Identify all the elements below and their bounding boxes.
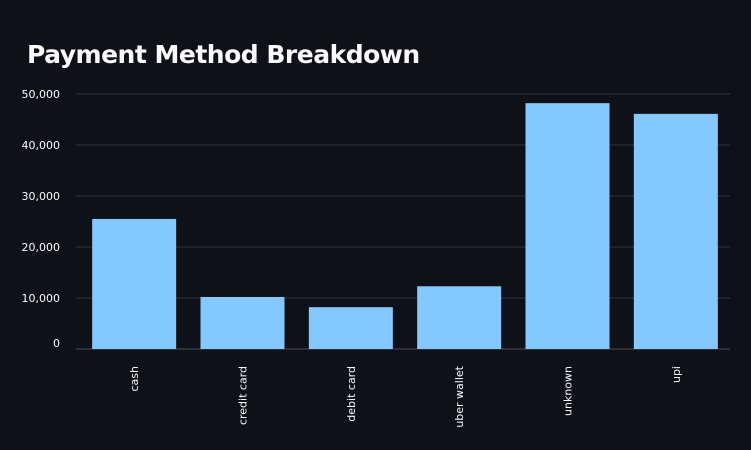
bar-uber-wallet[interactable]: [417, 286, 502, 349]
x-tick-label: unknown: [562, 366, 575, 416]
chart-title: Payment Method Breakdown: [27, 40, 420, 69]
y-tick-label: 0: [53, 337, 60, 350]
bar-upi[interactable]: [633, 113, 718, 349]
bar-debit-card[interactable]: [308, 307, 393, 349]
x-tick-label: upi: [670, 366, 683, 383]
x-tick-label: cash: [128, 366, 141, 392]
y-tick-label: 40,000: [22, 139, 61, 152]
bar-credit-card[interactable]: [200, 296, 285, 349]
bars: [92, 103, 718, 350]
grid-lines: [76, 93, 730, 350]
y-tick-label: 20,000: [22, 241, 61, 254]
x-axis-tick-labels: cash credit card debit card uber wallet unkn…: [128, 365, 683, 427]
x-tick-label: debit card: [345, 366, 358, 422]
bar-unknown[interactable]: [525, 103, 610, 350]
y-tick-label: 10,000: [22, 292, 61, 305]
y-axis-tick-labels: 0 10,000 20,000 30,000 40,000 50,000: [22, 88, 61, 350]
y-tick-label: 50,000: [22, 88, 61, 101]
y-tick-label: 30,000: [22, 190, 61, 203]
bar-cash[interactable]: [92, 218, 177, 349]
x-tick-label: uber wallet: [453, 365, 466, 427]
x-tick-label: credit card: [237, 366, 250, 425]
